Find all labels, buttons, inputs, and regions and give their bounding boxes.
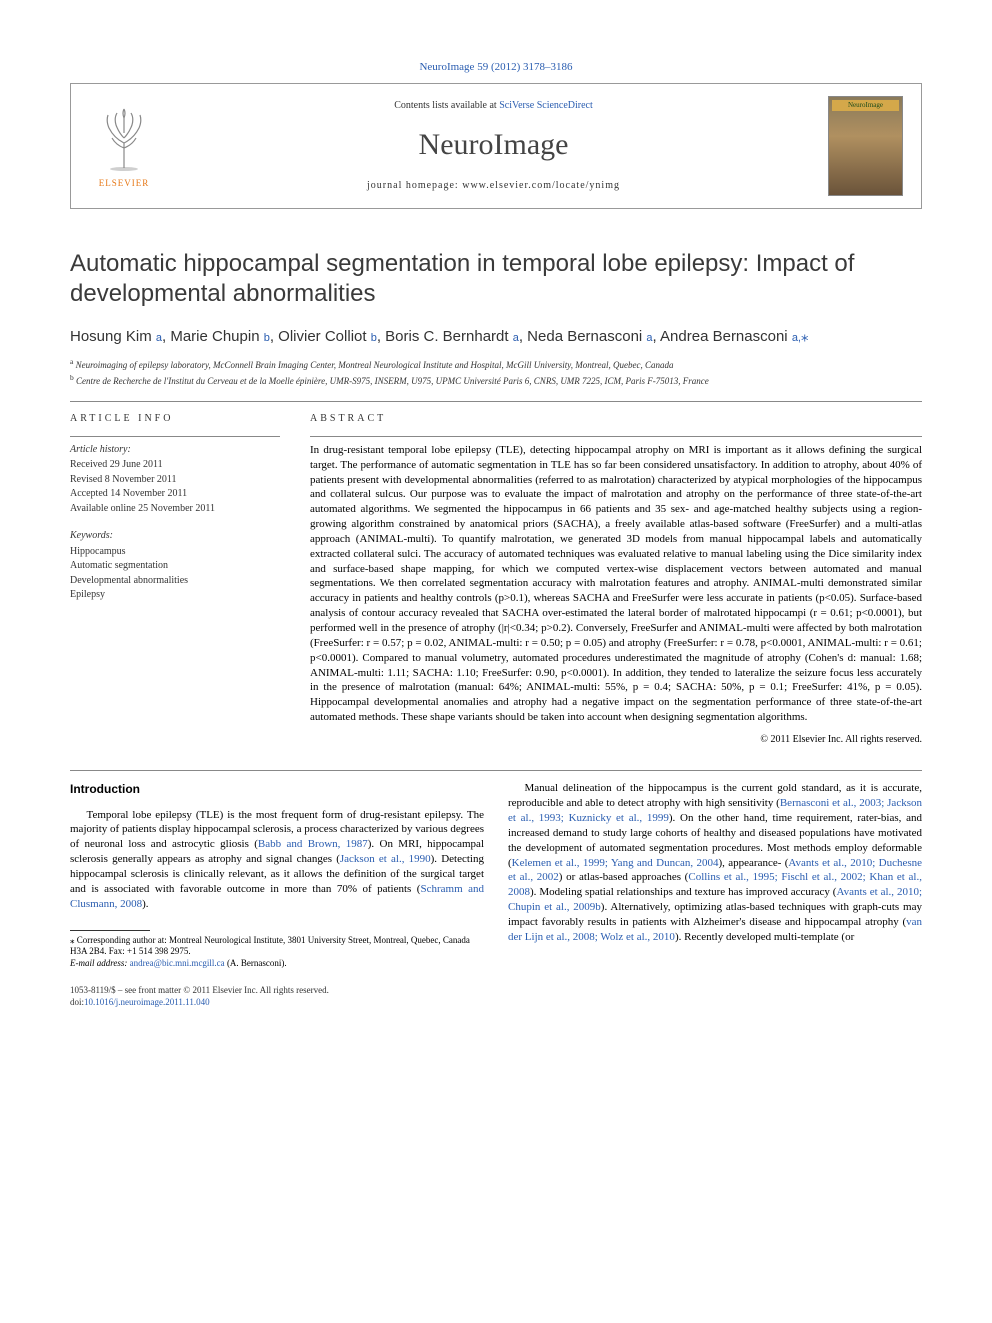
cite-link[interactable]: Babb and Brown, 1987 bbox=[258, 838, 368, 850]
publisher-logo: ELSEVIER bbox=[89, 101, 159, 191]
issn-line: 1053-8119/$ – see front matter © 2011 El… bbox=[70, 984, 922, 996]
bottom-meta: 1053-8119/$ – see front matter © 2011 El… bbox=[70, 984, 922, 1008]
header-center: Contents lists available at SciVerse Sci… bbox=[159, 99, 828, 193]
sciencedirect-link[interactable]: SciVerse ScienceDirect bbox=[499, 100, 593, 111]
contents-available: Contents lists available at SciVerse Sci… bbox=[159, 99, 828, 113]
abstract-heading: abstract bbox=[310, 412, 922, 426]
homepage-prefix: journal homepage: bbox=[367, 180, 462, 191]
history-label: Article history: bbox=[70, 443, 280, 457]
history-line: Available online 25 November 2011 bbox=[70, 502, 280, 516]
keyword: Epilepsy bbox=[70, 588, 280, 602]
divider bbox=[70, 770, 922, 771]
article-info-heading: article info bbox=[70, 412, 280, 426]
text: ). Recently developed multi-template (or bbox=[675, 931, 854, 943]
email-label: E-mail address: bbox=[70, 958, 130, 968]
citation-link[interactable]: NeuroImage 59 (2012) 3178–3186 bbox=[70, 60, 922, 75]
body-columns: Introduction Temporal lobe epilepsy (TLE… bbox=[70, 781, 922, 969]
keyword: Automatic segmentation bbox=[70, 559, 280, 573]
article-info-col: article info Article history: Received 2… bbox=[70, 412, 280, 746]
author-list: Hosung Kim a, Marie Chupin b, Olivier Co… bbox=[70, 327, 922, 347]
intro-p1: Temporal lobe epilepsy (TLE) is the most… bbox=[70, 808, 484, 912]
info-abstract-row: article info Article history: Received 2… bbox=[70, 412, 922, 746]
journal-cover-thumb: NeuroImage bbox=[828, 96, 903, 196]
corresponding-author-footnote: ⁎ Corresponding author at: Montreal Neur… bbox=[70, 935, 484, 970]
intro-p2: Manual delineation of the hippocampus is… bbox=[508, 781, 922, 944]
abstract-copyright: © 2011 Elsevier Inc. All rights reserved… bbox=[310, 733, 922, 747]
cite-link[interactable]: Jackson et al., 1990 bbox=[340, 853, 431, 865]
email-link[interactable]: andrea@bic.mni.mcgill.ca bbox=[130, 958, 225, 968]
cite-link[interactable]: Kelemen et al., 1999; Yang and Duncan, 2… bbox=[512, 857, 719, 869]
doi-label: doi: bbox=[70, 997, 84, 1007]
journal-header: ELSEVIER Contents lists available at Sci… bbox=[70, 83, 922, 209]
footnote-separator bbox=[70, 930, 150, 931]
keyword: Developmental abnormalities bbox=[70, 574, 280, 588]
text: ) or atlas-based approaches ( bbox=[559, 871, 689, 883]
journal-homepage: journal homepage: www.elsevier.com/locat… bbox=[159, 179, 828, 193]
history-line: Revised 8 November 2011 bbox=[70, 473, 280, 487]
publisher-label: ELSEVIER bbox=[99, 177, 150, 189]
intro-heading: Introduction bbox=[70, 781, 484, 797]
journal-name: NeuroImage bbox=[159, 125, 828, 166]
email-line: E-mail address: andrea@bic.mni.mcgill.ca… bbox=[70, 958, 484, 970]
affiliation: a Neuroimaging of epilepsy laboratory, M… bbox=[70, 357, 922, 371]
text: ), appearance- ( bbox=[718, 857, 788, 869]
abstract-text: In drug-resistant temporal lobe epilepsy… bbox=[310, 443, 922, 725]
doi-link[interactable]: 10.1016/j.neuroimage.2011.11.040 bbox=[84, 997, 210, 1007]
email-who: (A. Bernasconi). bbox=[225, 958, 287, 968]
text: ). bbox=[142, 898, 148, 910]
corresp-text: ⁎ Corresponding author at: Montreal Neur… bbox=[70, 935, 484, 958]
doi-line: doi:10.1016/j.neuroimage.2011.11.040 bbox=[70, 996, 922, 1008]
article-title: Automatic hippocampal segmentation in te… bbox=[70, 249, 922, 309]
keyword: Hippocampus bbox=[70, 545, 280, 559]
history-line: Received 29 June 2011 bbox=[70, 458, 280, 472]
affiliation: b Centre de Recherche de l'Institut du C… bbox=[70, 373, 922, 387]
cover-label: NeuroImage bbox=[832, 100, 899, 111]
contents-prefix: Contents lists available at bbox=[394, 100, 499, 111]
keywords-label: Keywords: bbox=[70, 529, 280, 543]
divider bbox=[70, 401, 922, 402]
homepage-url: www.elsevier.com/locate/ynimg bbox=[462, 180, 620, 191]
abstract-col: abstract In drug-resistant temporal lobe… bbox=[310, 412, 922, 746]
history-line: Accepted 14 November 2011 bbox=[70, 487, 280, 501]
text: ). Modeling spatial relationships and te… bbox=[530, 886, 836, 898]
elsevier-tree-icon bbox=[94, 103, 154, 173]
